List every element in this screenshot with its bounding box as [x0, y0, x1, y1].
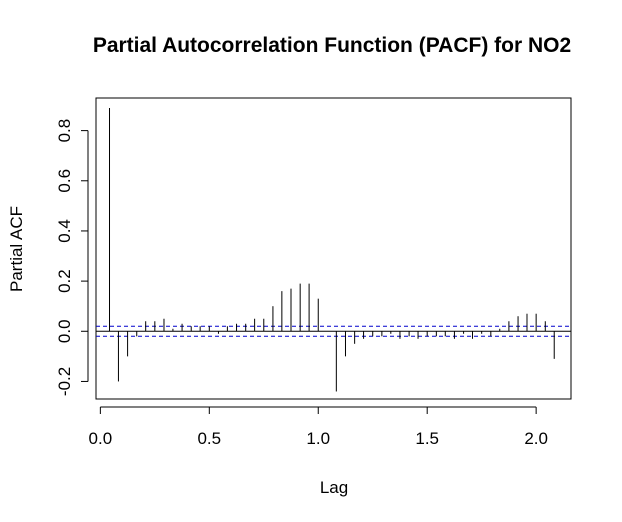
y-tick-label: 0.0 — [55, 319, 74, 343]
y-tick-label: 0.8 — [55, 119, 74, 143]
chart-title: Partial Autocorrelation Function (PACF) … — [93, 34, 571, 57]
x-tick-label: 1.0 — [306, 429, 330, 448]
x-axis: 0.0 0.5 1.0 1.5 2.0 — [89, 406, 548, 448]
x-tick-label: 1.5 — [415, 429, 439, 448]
confidence-bounds — [96, 325, 571, 337]
x-tick-label: 0.5 — [197, 429, 221, 448]
x-tick-label: 2.0 — [524, 429, 548, 448]
y-tick-label: 0.6 — [55, 169, 74, 193]
y-tick-label: 0.4 — [55, 219, 74, 243]
y-tick-label: -0.2 — [55, 367, 74, 396]
y-tick-label: 0.2 — [55, 269, 74, 293]
x-tick-label: 0.0 — [89, 429, 113, 448]
plot-frame — [95, 97, 572, 400]
pacf-bars — [109, 108, 555, 392]
y-axis: -0.2 0.0 0.2 0.4 0.6 0.8 — [55, 119, 89, 396]
x-axis-label: Lag — [320, 478, 348, 497]
y-axis-label: Partial ACF — [7, 206, 26, 292]
